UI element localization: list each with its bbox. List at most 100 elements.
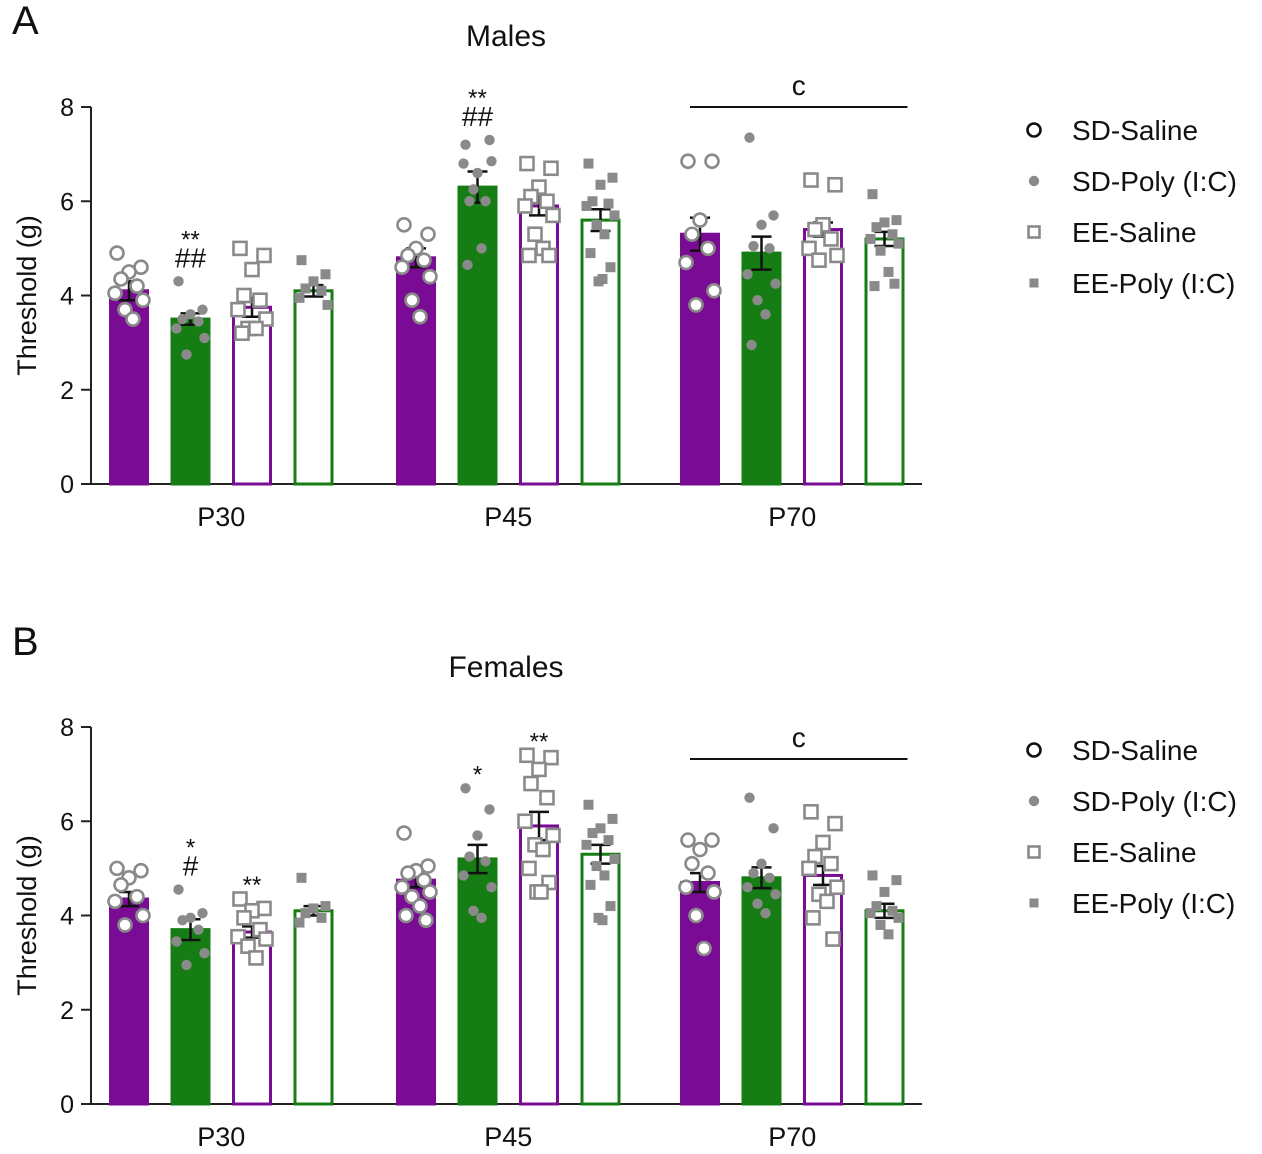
legend-label-sd-saline: SD-Saline (1072, 735, 1198, 766)
y-axis-label: Threshold (g) (12, 215, 42, 376)
data-point-sd-saline (125, 311, 141, 327)
data-point-ee-poly-i-c (296, 872, 307, 883)
data-point-sd-saline (396, 825, 412, 841)
x-tick-label-p30: P30 (197, 1122, 245, 1152)
data-point-sd-poly-i-c (181, 959, 192, 971)
data-point-sd-poly-i-c (746, 339, 757, 351)
data-point-ee-poly-i-c (871, 222, 882, 233)
y-axis: 0 2 4 6 8 Threshold (g) (12, 714, 92, 1119)
data-point-sd-saline (692, 212, 708, 228)
group-p70 (678, 132, 905, 486)
data-point-ee-saline (248, 320, 264, 337)
data-point-sd-poly-i-c (472, 830, 483, 841)
data-point-ee-saline (523, 775, 539, 792)
legend-marker-ee-saline (1027, 845, 1041, 859)
data-point-sd-poly-i-c (768, 823, 779, 834)
data-point-ee-poly-i-c (585, 879, 596, 890)
y-axis-label: Threshold (g) (12, 835, 42, 996)
data-point-ee-poly-i-c (609, 853, 620, 864)
panel-letter: A (12, 0, 39, 43)
data-point-ee-saline (519, 747, 535, 764)
data-point-ee-saline (543, 160, 559, 177)
data-point-ee-saline (543, 749, 559, 766)
data-point-ee-saline (801, 240, 817, 257)
data-point-sd-poly-i-c (462, 259, 473, 271)
data-point-ee-saline (803, 172, 819, 188)
data-point-sd-saline (418, 912, 434, 929)
data-point-ee-poly-i-c (583, 799, 594, 810)
data-point-ee-poly-i-c (599, 229, 610, 240)
data-point-sd-saline (680, 153, 696, 169)
data-point-ee-saline (825, 931, 841, 947)
data-point-ee-saline (527, 226, 543, 243)
data-point-sd-poly-i-c (197, 304, 208, 315)
data-point-ee-poly-i-c (308, 276, 319, 287)
data-point-ee-poly-i-c (887, 229, 898, 240)
legend-label-sd-poly-i-c: SD-Poly (I:C) (1072, 786, 1237, 817)
data-point-sd-poly-i-c (199, 948, 210, 959)
data-point-sd-poly-i-c (468, 184, 479, 195)
legend-label-ee-saline: EE-Saline (1072, 217, 1197, 248)
data-point-sd-poly-i-c (748, 240, 759, 252)
data-point-ee-poly-i-c (316, 912, 327, 923)
data-point-sd-saline (394, 879, 410, 896)
data-point-sd-saline (678, 879, 694, 896)
data-point-ee-saline (232, 891, 248, 907)
legend-label-sd-poly-i-c: SD-Poly (I:C) (1072, 166, 1237, 197)
data-point-ee-saline (811, 252, 827, 268)
data-point-ee-poly-i-c (893, 238, 904, 249)
legend-item-ee-saline: EE-Saline (1027, 217, 1197, 248)
legend-item-sd-poly-i-c: SD-Poly (I:C) (1028, 786, 1237, 817)
data-point-sd-saline (420, 226, 436, 243)
data-point-sd-saline (412, 308, 428, 325)
data-point-sd-poly-i-c (742, 269, 753, 280)
data-point-sd-poly-i-c (193, 924, 204, 935)
y-tick-label: 0 (60, 1091, 74, 1119)
data-point-ee-saline (521, 860, 537, 877)
data-point-ee-poly-i-c (887, 905, 898, 916)
data-point-ee-saline (803, 804, 819, 820)
data-point-ee-saline (248, 950, 264, 966)
data-point-ee-poly-i-c (316, 285, 327, 296)
group-p30 (107, 240, 334, 486)
data-point-ee-poly-i-c (875, 919, 886, 930)
bracket-label: c (792, 722, 806, 753)
data-point-sd-poly-i-c (476, 243, 487, 254)
data-point-sd-poly-i-c (171, 936, 182, 947)
legend-marker-sd-poly-i-c (1028, 175, 1040, 187)
data-point-ee-poly-i-c (883, 929, 894, 940)
y-tick-label: 8 (60, 94, 74, 122)
legend: SD-Saline SD-Poly (I:C) EE-Saline EE-Poly (… (1026, 115, 1237, 299)
x-tick-label-p45: P45 (484, 502, 532, 532)
data-point-ee-saline (240, 938, 256, 954)
data-point-ee-poly-i-c (591, 219, 602, 230)
data-point-ee-saline (807, 221, 823, 238)
data-point-ee-poly-i-c (879, 217, 890, 228)
data-point-sd-saline (394, 259, 410, 276)
data-point-sd-poly-i-c (460, 139, 471, 150)
data-point-ee-poly-i-c (597, 915, 608, 926)
data-point-sd-saline (684, 855, 700, 872)
data-point-ee-saline (236, 287, 252, 304)
data-point-sd-saline (398, 907, 414, 924)
chart-title: Females (448, 651, 563, 684)
data-point-sd-poly-i-c (472, 167, 483, 179)
data-point-ee-poly-i-c (605, 901, 616, 912)
bar-sd-poly-i-c (457, 857, 498, 1106)
data-point-sd-saline (129, 278, 145, 294)
legend-label-ee-poly-i-c: EE-Poly (I:C) (1072, 268, 1235, 299)
data-point-ee-saline (517, 198, 533, 214)
data-point-ee-saline (533, 884, 549, 900)
data-point-sd-poly-i-c (748, 867, 759, 879)
data-point-ee-poly-i-c (865, 233, 876, 244)
data-point-ee-poly-i-c (587, 196, 598, 207)
legend-item-ee-poly-i-c: EE-Poly (I:C) (1029, 888, 1235, 919)
legend-label-sd-saline: SD-Saline (1072, 115, 1198, 146)
data-point-sd-poly-i-c (185, 309, 196, 320)
data-point-ee-saline (545, 827, 561, 844)
data-point-sd-poly-i-c (458, 158, 469, 169)
data-point-ee-saline (230, 301, 246, 318)
legend-item-sd-saline: SD-Saline (1026, 735, 1198, 766)
legend-marker-ee-poly-i-c (1029, 898, 1039, 908)
